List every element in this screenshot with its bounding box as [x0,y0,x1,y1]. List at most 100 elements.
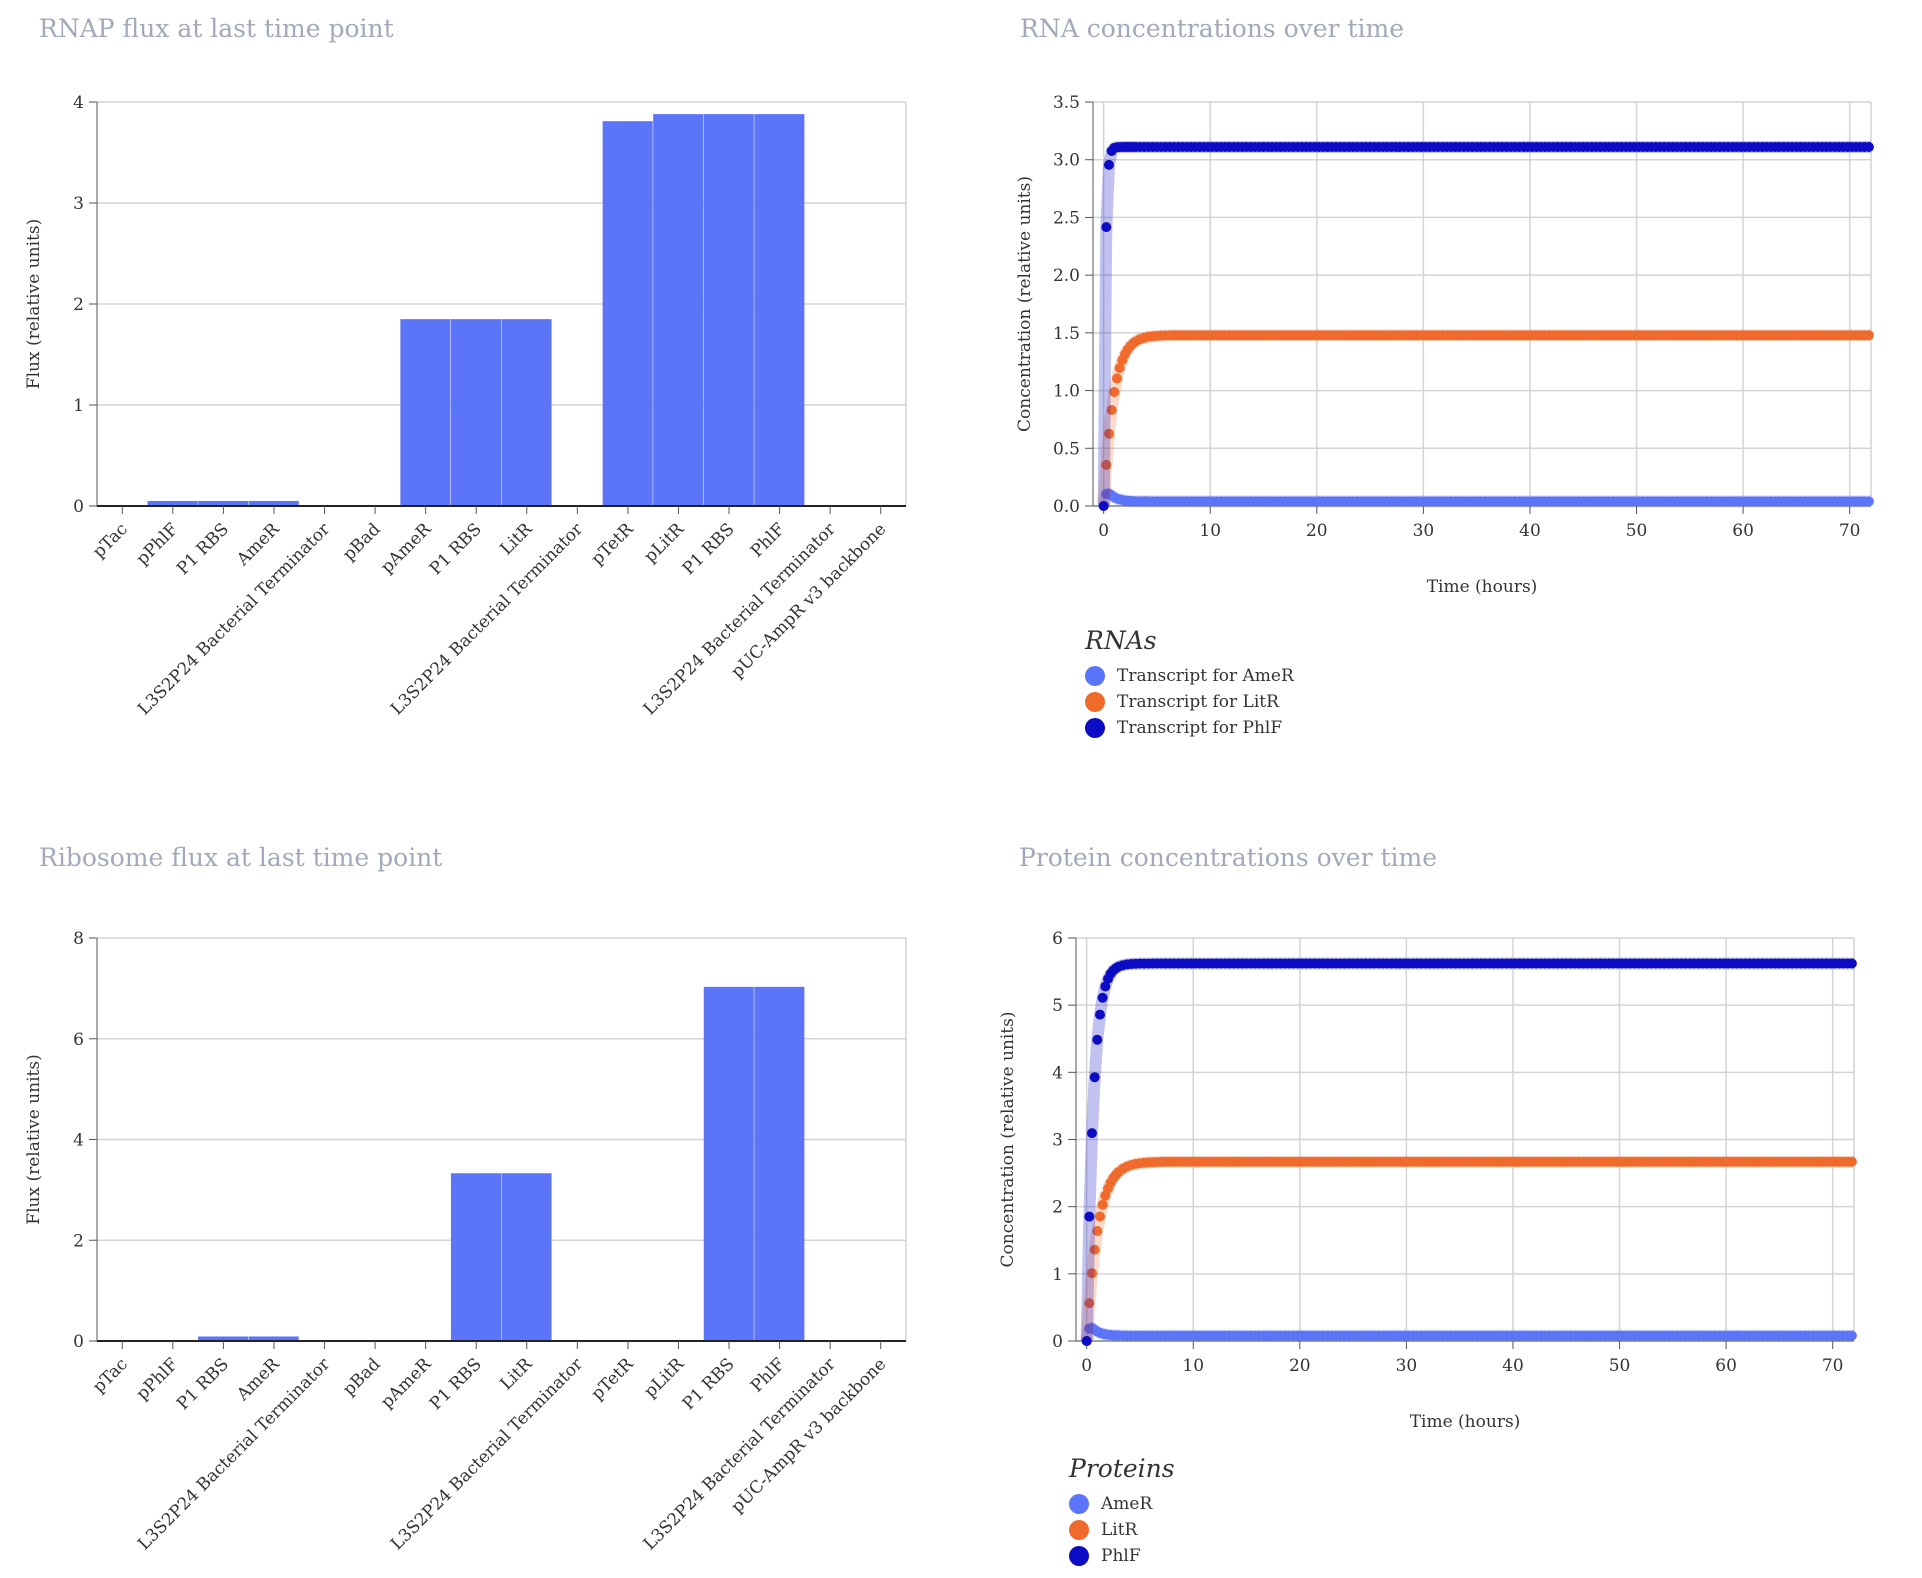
x-tick-label: pTetR [588,1354,639,1405]
data-point [1863,496,1874,507]
x-tick-label: 60 [1732,521,1754,541]
bar [400,319,451,506]
y-tick-label: 0.5 [1053,439,1080,459]
legend-item-label: Transcript for LitR [1117,692,1279,712]
y-tick-label: 0 [73,497,84,517]
protein-legend: Proteins AmeR LitR PhlF [1069,1454,1175,1569]
data-point [1101,222,1112,233]
bar [703,114,754,506]
bar [754,986,805,1341]
legend-item-litr[interactable]: LitR [1069,1517,1175,1543]
data-point [1100,981,1111,992]
x-tick-label: pBad [339,519,385,565]
legend-item-label: Transcript for AmeR [1117,666,1294,686]
legend-item-label: PhlF [1101,1546,1141,1566]
rna-concentration-scatter-chart: 0.0 0.5 1.0 1.5 2.0 2.5 3.0 3.5 0 10 20 30 40 50 60 70 T… [1015,93,1875,597]
y-tick-label: 0 [73,1332,84,1352]
legend-item-transcript-litr[interactable]: Transcript for LitR [1085,689,1294,715]
series-litr [1080,1155,1858,1346]
x-tick-label: P1 RBS [426,1354,486,1414]
series-transcript-for-phlf [1097,141,1875,511]
x-axis-label: Time (hours) [1410,1412,1521,1432]
x-tick-label: pPhlF [133,519,183,569]
x-tick-label: 70 [1839,521,1861,541]
x-tick-label: pLitR [640,519,688,567]
data-point [1104,159,1114,170]
x-tick-label: 10 [1199,521,1221,541]
x-tick-label: 70 [1822,1356,1844,1376]
legend-item-transcript-phlf[interactable]: Transcript for PhlF [1085,715,1294,741]
x-axis-label: Time (hours) [1427,577,1538,597]
data-point [1084,1211,1095,1222]
x-tick-label: pTac [89,519,132,562]
legend-swatch-icon [1085,692,1105,712]
data-point [1087,1128,1097,1139]
bar [501,1173,552,1341]
x-tick-label: 40 [1519,521,1541,541]
x-tick-label: P1 RBS [173,519,233,579]
legend-item-transcript-amer[interactable]: Transcript for AmeR [1085,663,1294,689]
y-tick-label: 1.5 [1053,324,1080,344]
rna-legend-title: RNAs [1085,626,1157,655]
legend-item-phlf[interactable]: PhlF [1069,1543,1175,1569]
data-point [1846,1156,1857,1167]
y-tick-label: 2.5 [1053,208,1080,228]
data-point [1097,992,1108,1003]
x-tick-label: PhlF [747,519,789,561]
legend-item-label: LitR [1101,1520,1138,1540]
data-point [1104,428,1114,439]
x-tick-label: pTetR [588,519,639,570]
x-tick-label: 60 [1715,1356,1737,1376]
series-band [1097,329,1875,507]
legend-swatch-icon [1069,1520,1089,1540]
y-tick-label: 6 [1052,929,1063,949]
legend-swatch-icon [1069,1546,1089,1566]
y-axis-label: Flux (relative units) [24,219,44,389]
y-tick-label: 1 [73,396,84,416]
bar [703,986,754,1341]
x-tick-label: 0 [1081,1356,1092,1376]
y-tick-label: 2 [1052,1198,1063,1218]
data-point [1101,459,1112,470]
series-band [1097,141,1875,507]
y-tick-label: 3 [1052,1131,1063,1151]
x-tick-label: 20 [1289,1356,1311,1376]
series-band [1080,957,1858,1342]
data-point [1846,1330,1857,1341]
data-point [1114,363,1125,373]
series-transcript-for-amer [1097,487,1875,511]
protein-chart-title: Protein concentrations over time [1019,843,1438,872]
bar [248,1336,299,1341]
y-tick-label: 0 [1052,1332,1063,1352]
x-tick-label: 10 [1182,1356,1204,1376]
data-point [1087,1268,1097,1279]
data-point [1092,1034,1103,1045]
legend-swatch-icon [1085,718,1105,738]
bar [501,319,552,506]
legend-item-amer[interactable]: AmeR [1069,1491,1175,1517]
x-tick-label: pTac [89,1354,132,1397]
x-tick-label: P1 RBS [426,519,486,579]
x-tick-label: 30 [1413,521,1435,541]
y-tick-label: 8 [73,929,84,949]
legend-item-label: AmeR [1101,1494,1153,1514]
x-tick-label: P1 RBS [173,1354,233,1414]
protein-legend-title: Proteins [1069,1454,1175,1483]
x-tick-label: 20 [1306,521,1328,541]
y-tick-label: 6 [73,1030,84,1050]
x-tick-label: pLitR [640,1354,688,1402]
data-point [1081,1336,1092,1346]
series-amer [1080,1322,1858,1346]
data-point [1098,501,1109,511]
y-tick-label: 3 [73,194,84,214]
data-point [1106,405,1117,415]
data-point [1089,1244,1100,1255]
y-tick-label: 4 [73,1131,84,1151]
rnap-chart-title: RNAP flux at last time point [39,14,394,43]
x-tick-label: pAmeR [377,1354,436,1413]
bar [754,114,805,506]
x-tick-label: 30 [1396,1356,1418,1376]
